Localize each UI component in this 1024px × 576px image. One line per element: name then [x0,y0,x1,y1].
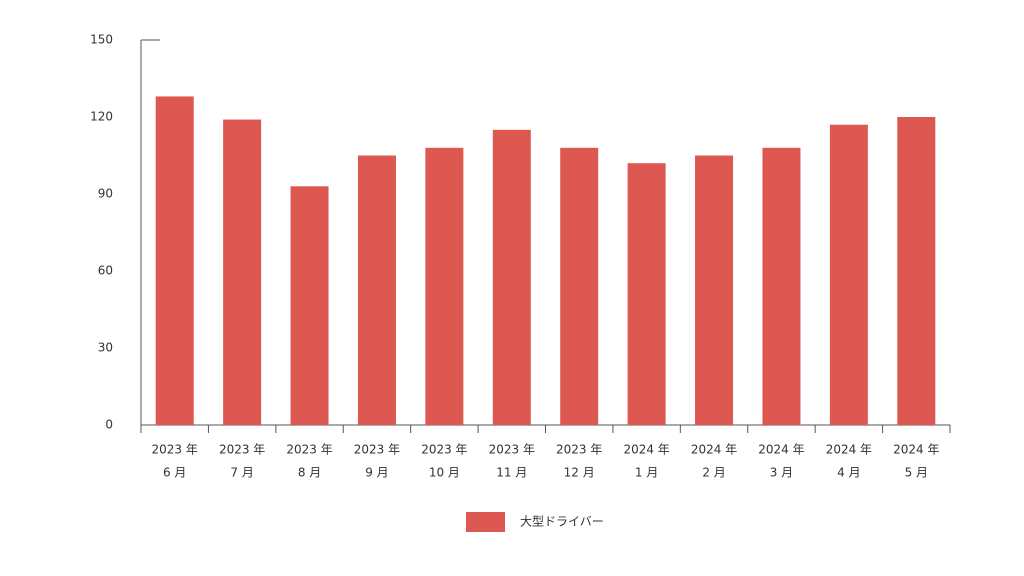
y-tick-label: 90 [98,187,113,201]
bar [425,147,464,426]
x-tick-label: 9 月 [365,466,388,480]
bar [695,155,734,425]
y-tick-label: 150 [90,33,113,47]
x-tick-label: 2023 年 [286,443,332,457]
x-tick-label: 2023 年 [219,443,265,457]
bar [627,163,666,425]
bar [290,186,329,425]
x-tick-label: 10 月 [429,466,460,480]
x-tick-label: 11 月 [496,466,527,480]
x-tick-label: 2023 年 [152,443,198,457]
x-tick-label: 2024 年 [691,443,737,457]
legend-swatch [466,512,505,532]
bar [492,129,531,426]
legend-label: 大型ドライバー [520,515,604,529]
x-tick-label: 2023 年 [421,443,467,457]
x-tick-label: 8 月 [298,466,321,480]
x-tick-label: 6 月 [163,466,186,480]
y-tick-label: 0 [105,418,113,432]
x-tick-label: 7 月 [230,466,253,480]
x-tick-label: 2024 年 [623,443,669,457]
y-tick-label: 60 [98,264,113,278]
x-tick-label: 5 月 [905,466,928,480]
x-tick-label: 1 月 [635,466,658,480]
x-tick-label: 12 月 [564,466,595,480]
bar [560,147,599,426]
bar [223,119,262,426]
bar [897,117,936,425]
x-tick-label: 2 月 [702,466,725,480]
bar [155,96,194,425]
bar [762,147,801,426]
x-tick-label: 3 月 [770,466,793,480]
x-tick-label: 2024 年 [893,443,939,457]
y-tick-label: 30 [98,341,113,355]
x-tick-label: 2024 年 [758,443,804,457]
x-tick-label: 2023 年 [556,443,602,457]
x-tick-label: 2023 年 [489,443,535,457]
y-tick-label: 120 [90,110,113,124]
bar [829,124,868,425]
x-tick-label: 2024 年 [826,443,872,457]
x-tick-label: 2023 年 [354,443,400,457]
x-tick-label: 4 月 [837,466,860,480]
bar [357,155,396,425]
